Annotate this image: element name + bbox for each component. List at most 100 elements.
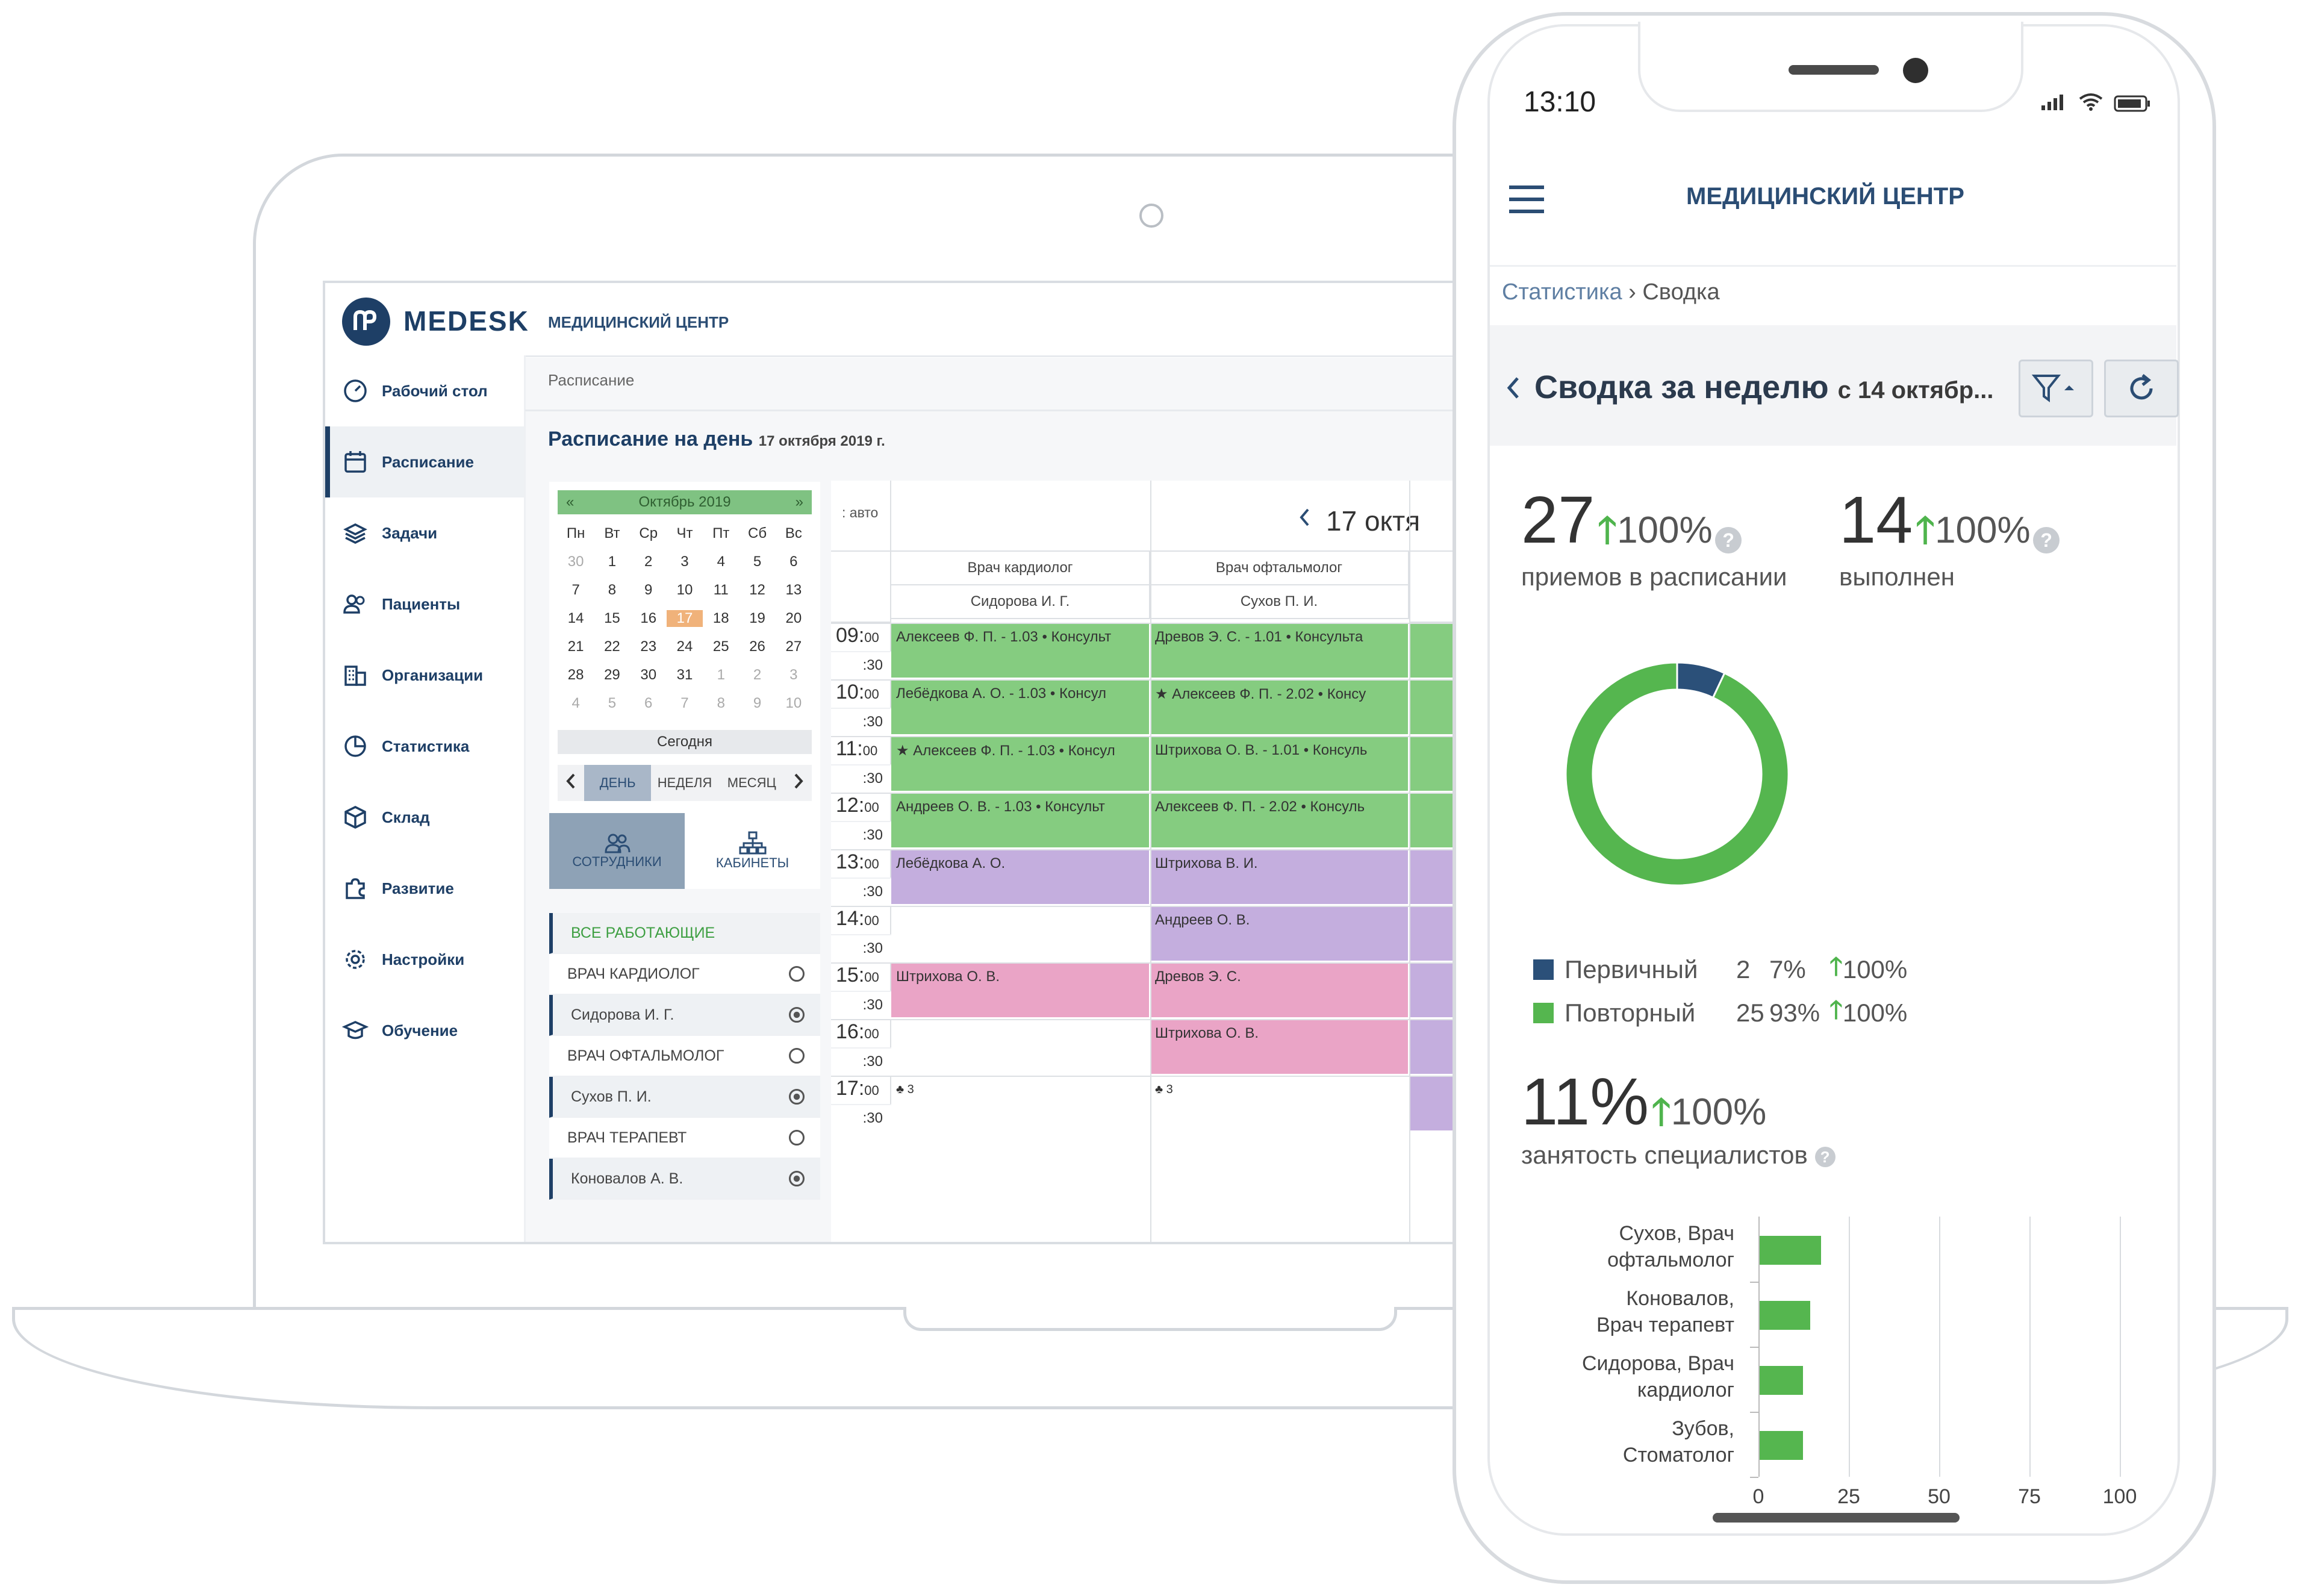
medesk-logo-icon[interactable] <box>342 298 390 346</box>
calendar-day[interactable]: 10 <box>785 694 802 711</box>
calendar-day[interactable]: 7 <box>680 694 689 711</box>
calendar-day[interactable]: 19 <box>749 609 765 626</box>
help-icon[interactable]: ? <box>1814 1146 1836 1167</box>
tab-rooms[interactable]: КАБИНЕТЫ <box>685 813 820 889</box>
empty-slot[interactable] <box>891 1020 1150 1049</box>
calendar-day[interactable]: 11 <box>713 581 729 598</box>
calendar-day[interactable]: 9 <box>644 581 653 598</box>
calendar-day[interactable]: 5 <box>753 553 762 570</box>
view-week-button[interactable]: НЕДЕЛЯ <box>657 775 712 790</box>
appointment[interactable]: Штрихова О. В. <box>891 964 1150 1019</box>
calendar-day[interactable]: 3 <box>680 553 689 570</box>
hamburger-menu-icon[interactable] <box>1508 184 1545 217</box>
view-day-button[interactable]: ДЕНЬ <box>584 765 652 801</box>
calendar-day[interactable]: 3 <box>789 666 798 683</box>
list-item-person[interactable]: Сухов П. И. <box>549 1077 820 1118</box>
calendar-day[interactable]: 4 <box>717 553 725 570</box>
donut-slice[interactable] <box>1565 661 1790 887</box>
appointment[interactable]: Штрихова О. В. <box>1150 1020 1409 1076</box>
calendar-day[interactable]: 7 <box>571 581 580 598</box>
refresh-button[interactable] <box>2104 360 2179 417</box>
list-item-group[interactable]: ВРАЧ КАРДИОЛОГ <box>549 954 820 995</box>
calendar-day[interactable]: 6 <box>789 553 798 570</box>
calendar-day[interactable]: 15 <box>604 609 620 626</box>
appointment[interactable]: Андреев О. В. - 1.03 • Консульт <box>891 794 1150 849</box>
radio-button[interactable] <box>789 1130 805 1146</box>
calendar-day[interactable]: 29 <box>604 666 620 683</box>
calendar-day[interactable]: 18 <box>712 609 729 626</box>
bar[interactable] <box>1760 1366 1803 1395</box>
appointment[interactable]: ♣ 3 <box>891 1077 1150 1105</box>
list-item-group[interactable]: ВРАЧ ОФТАЛЬМОЛОГ <box>549 1036 820 1077</box>
calendar-day[interactable]: 14 <box>567 609 584 626</box>
appointment[interactable]: ★ Алексеев Ф. П. - 1.03 • Консул <box>891 737 1150 793</box>
sidebar-item-patients[interactable]: Пациенты <box>325 569 524 640</box>
today-button[interactable]: Сегодня <box>558 730 812 754</box>
calendar-day[interactable]: 10 <box>676 581 693 598</box>
empty-slot[interactable] <box>891 907 1150 935</box>
radio-button-checked[interactable] <box>789 1089 805 1105</box>
calendar-day[interactable]: 31 <box>676 666 693 683</box>
column-header-1[interactable]: Врач кардиолог Сидорова И. Г. <box>891 552 1150 619</box>
legend-item[interactable]: Первичный 2 7% 🡑 100% <box>1533 948 1919 991</box>
calendar-day[interactable]: 5 <box>608 694 617 711</box>
sidebar-item-tasks[interactable]: Задачи <box>325 497 524 569</box>
legend-item[interactable]: Повторный 25 93% 🡑 100% <box>1533 991 1919 1035</box>
appointment[interactable]: Лебёдкова А. О. <box>891 850 1150 906</box>
sidebar-item-schedule[interactable]: Расписание <box>325 426 524 497</box>
calendar-day[interactable]: 25 <box>712 638 729 655</box>
breadcrumb[interactable]: Расписание <box>548 371 635 389</box>
sidebar-item-statistics[interactable]: Статистика <box>325 711 524 782</box>
calendar-day[interactable]: 30 <box>567 553 584 570</box>
sidebar-item-development[interactable]: Развитие <box>325 853 524 924</box>
bar[interactable] <box>1760 1431 1803 1460</box>
column-header-2[interactable]: Врач офтальмолог Сухов П. И. <box>1150 552 1409 619</box>
calendar-day[interactable]: 1 <box>608 553 617 570</box>
help-icon[interactable]: ? <box>1715 526 1742 553</box>
calendar-day[interactable]: 8 <box>608 581 617 598</box>
calendar-day[interactable]: 13 <box>785 581 802 598</box>
appointment[interactable]: Древов Э. С. <box>1150 964 1409 1019</box>
list-item-group[interactable]: ВРАЧ ТЕРАПЕВТ <box>549 1118 820 1159</box>
radio-button-checked[interactable] <box>789 1007 805 1023</box>
calendar-day[interactable]: 20 <box>785 609 802 626</box>
chevron-right-icon[interactable] <box>785 773 812 793</box>
filter-button[interactable] <box>2019 360 2093 417</box>
appointment[interactable]: Алексеев Ф. П. - 2.02 • Консуль <box>1150 794 1409 849</box>
calendar-day[interactable]: 8 <box>717 694 725 711</box>
calendar-day[interactable]: 30 <box>640 666 657 683</box>
list-item-all-staff[interactable]: ВСЕ РАБОТАЮЩИЕ <box>549 913 820 954</box>
calendar-day-selected[interactable]: 17 <box>666 609 703 627</box>
appointment[interactable]: Андреев О. В. <box>1150 907 1409 962</box>
calendar-day[interactable]: 27 <box>785 638 802 655</box>
sidebar-item-education[interactable]: Обучение <box>325 995 524 1066</box>
calendar-day[interactable]: 4 <box>571 694 580 711</box>
appointment[interactable]: Алексеев Ф. П. - 1.03 • Консульт <box>891 624 1150 679</box>
radio-button[interactable] <box>789 966 805 982</box>
calendar-day[interactable]: 9 <box>753 694 762 711</box>
sidebar-item-warehouse[interactable]: Склад <box>325 782 524 853</box>
chevron-left-icon[interactable] <box>558 773 584 793</box>
prev-day-icon[interactable] <box>1298 507 1311 531</box>
calendar-day[interactable]: 24 <box>676 638 693 655</box>
bar[interactable] <box>1760 1301 1810 1330</box>
appointment[interactable]: Древов Э. С. - 1.01 • Консульта <box>1150 624 1409 679</box>
appointment[interactable]: Штрихова О. В. - 1.01 • Консуль <box>1150 737 1409 793</box>
calendar-day[interactable]: 26 <box>749 638 765 655</box>
list-item-person[interactable]: Сидорова И. Г. <box>549 995 820 1036</box>
calendar-day[interactable]: 21 <box>567 638 584 655</box>
tab-staff[interactable]: СОТРУДНИКИ <box>549 813 685 889</box>
list-item-person[interactable]: Коновалов А. В. <box>549 1159 820 1200</box>
view-month-button[interactable]: МЕСЯЦ <box>727 775 776 790</box>
radio-button-checked[interactable] <box>789 1171 805 1186</box>
calendar-day[interactable]: 2 <box>644 553 653 570</box>
prev-month-button[interactable]: « <box>566 494 574 510</box>
calendar-day[interactable]: 23 <box>640 638 657 655</box>
back-chevron-icon[interactable] <box>1506 376 1521 403</box>
calendar-day[interactable]: 1 <box>717 666 725 683</box>
next-month-button[interactable]: » <box>795 494 803 510</box>
calendar-day[interactable]: 6 <box>644 694 653 711</box>
appointment[interactable]: ★ Алексеев Ф. П. - 2.02 • Консу <box>1150 681 1409 736</box>
calendar-day[interactable]: 28 <box>567 666 584 683</box>
sidebar-item-dashboard[interactable]: Рабочий стол <box>325 355 524 426</box>
